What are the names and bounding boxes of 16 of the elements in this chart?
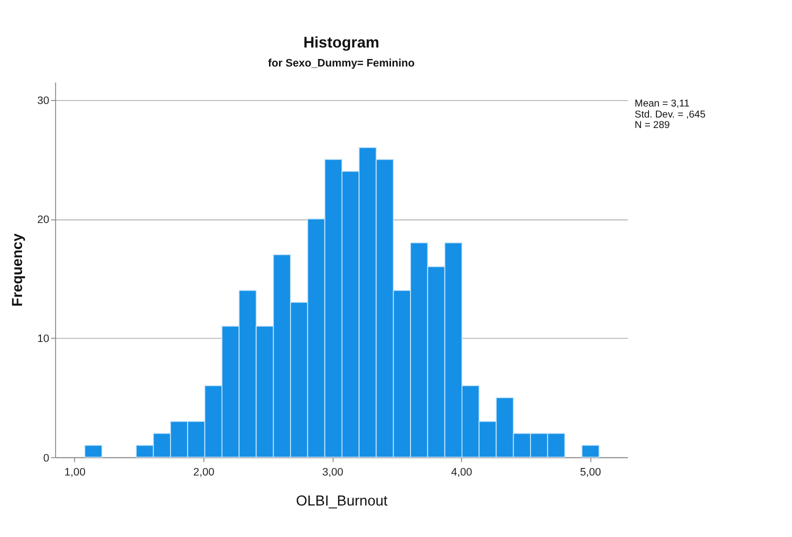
text: N = 289 — [634, 120, 670, 132]
chart-title: Histogram — [303, 34, 380, 52]
text: Mean = 3,11 — [634, 98, 690, 110]
y-tick-label: 10 — [37, 333, 50, 346]
chart-subtitle: for Sexo_Dummy= Feminino — [268, 58, 415, 70]
x-tick-label: 2,00 — [193, 466, 214, 479]
y-tick-label: 0 — [43, 452, 50, 464]
x-tick-label: 5,00 — [580, 466, 602, 479]
y-tick-label: 20 — [37, 214, 50, 226]
x-tick-label: 3,00 — [322, 466, 344, 479]
y-axis-title: Frequency — [10, 234, 26, 307]
x-tick-label: 1,00 — [64, 466, 86, 479]
x-tick-label: 4,00 — [451, 466, 472, 479]
text: Std. Dev. = ,645 — [634, 109, 706, 120]
y-tick-label: 30 — [37, 94, 50, 107]
x-axis-title: OLBI_Burnout — [296, 494, 388, 510]
